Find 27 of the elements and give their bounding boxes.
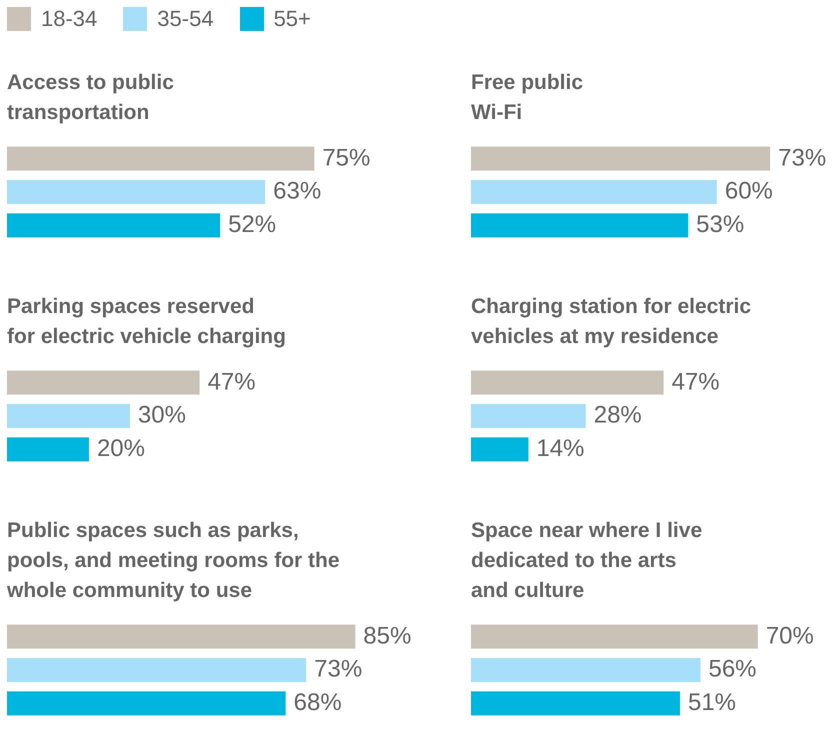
legend-label: 35-54 [157,6,214,32]
data-label: 20% [96,434,145,462]
data-label: 51% [688,688,736,716]
data-label: 28% [594,402,642,429]
chart-title: Parking spaces reserved for electric vehicle charging [7,294,287,350]
data-label: 52% [228,210,276,238]
data-label: 63% [273,178,322,205]
data-label: 47% [208,368,256,396]
data-label: 70% [766,622,814,650]
data-label: 73% [778,144,826,172]
data-label: 30% [138,402,186,429]
data-label: 73% [314,656,362,683]
data-label: 85% [363,622,412,650]
data-label: 56% [708,656,757,683]
chart-title: Space near where I live dedicated to the arts and culture [471,518,704,604]
data-label: 60% [724,178,773,205]
chart-title: Charging station for electric vehicles at my residence [471,294,752,350]
data-label: 75% [322,144,370,172]
chart-title: Free public Wi-Fi [471,70,584,126]
data-label: 68% [294,688,342,716]
data-label: 53% [696,210,744,238]
chart-title: Public spaces such as parks, pools, and meeting rooms for the whole community to use [7,518,341,604]
legend-label: 55+ [274,6,311,32]
legend-label: 18-34 [41,6,98,32]
data-label: 14% [536,434,584,462]
data-label: 47% [672,368,720,396]
chart-title: Access to public transportation [7,70,175,126]
